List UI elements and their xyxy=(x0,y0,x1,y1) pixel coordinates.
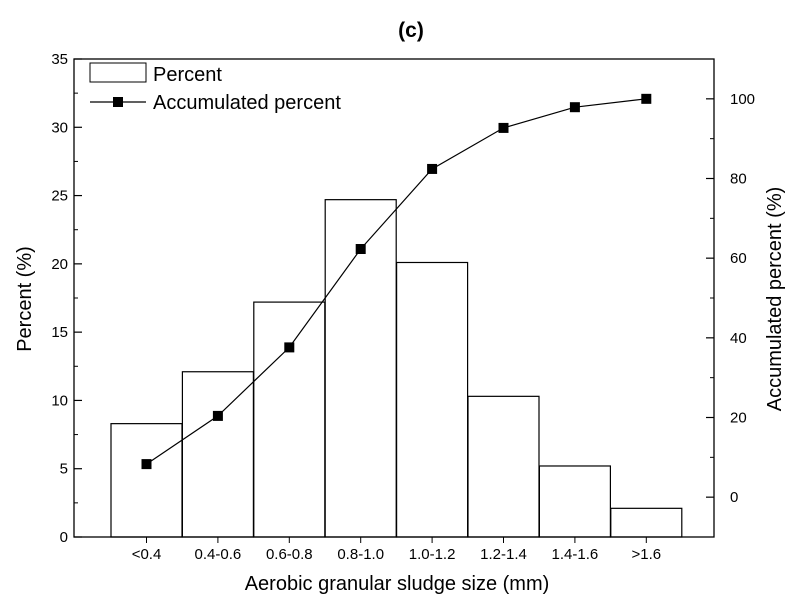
x-tick-label-7: >1.6 xyxy=(631,546,661,563)
bar-0 xyxy=(110,423,183,538)
y-axis-label: Percent (%) xyxy=(14,246,36,352)
x-tick-label-4: 1.0-1.2 xyxy=(409,546,456,563)
x-tick-label-2: 0.6-0.8 xyxy=(266,546,313,563)
accumulated-line-layer xyxy=(141,93,652,470)
y-tick-label-5: 5 xyxy=(60,461,68,478)
legend-percent-label: Percent xyxy=(153,64,222,86)
chart-title: (c) xyxy=(398,19,424,42)
y2-axis-label: Accumulated percent (%) xyxy=(764,187,786,412)
x-tick-label-3: 0.8-1.0 xyxy=(337,546,384,563)
y-tick-label-35: 35 xyxy=(51,51,68,68)
legend: Percent Accumulated percent xyxy=(89,62,341,114)
x-tick-label-6: 1.4-1.6 xyxy=(552,546,599,563)
y2-tick-label-60: 60 xyxy=(730,250,747,267)
accumulated-point-2 xyxy=(284,342,295,353)
accumulated-point-3 xyxy=(355,244,366,255)
y2-tick-label-20: 20 xyxy=(730,410,747,427)
x-axis-label: Aerobic granular sludge size (mm) xyxy=(245,573,550,595)
y2-tick-label-0: 0 xyxy=(730,489,738,506)
right-axis: 0 20 40 60 80 100 xyxy=(706,58,755,538)
legend-accumulated-marker xyxy=(113,97,123,107)
bar-6 xyxy=(538,465,612,538)
y2-tick-label-80: 80 xyxy=(730,171,747,188)
accumulated-point-1 xyxy=(212,410,223,421)
bar-7 xyxy=(610,507,683,538)
x-axis: <0.4 0.4-0.6 0.6-0.8 0.8-1.0 1.0-1.2 1.2-1.4 1… xyxy=(132,537,661,563)
y2-tick-label-100: 100 xyxy=(730,91,755,108)
legend-accumulated-label: Accumulated percent xyxy=(153,92,341,114)
y-tick-label-15: 15 xyxy=(51,324,68,341)
accumulated-point-6 xyxy=(569,102,580,113)
accumulated-point-4 xyxy=(427,163,438,174)
y-tick-label-30: 30 xyxy=(51,119,68,136)
bar-1 xyxy=(181,371,254,538)
y-tick-label-25: 25 xyxy=(51,188,68,205)
bar-4 xyxy=(396,261,469,538)
y2-tick-label-40: 40 xyxy=(730,330,747,347)
x-tick-label-1: 0.4-0.6 xyxy=(195,546,242,563)
bars-layer xyxy=(110,199,683,538)
y-tick-label-0: 0 xyxy=(60,529,68,546)
y-tick-label-10: 10 xyxy=(51,392,68,409)
y-tick-label-20: 20 xyxy=(51,256,68,273)
legend-percent-swatch xyxy=(89,62,147,83)
accumulated-point-5 xyxy=(498,122,509,133)
left-axis: 0 5 10 15 20 25 30 35 xyxy=(51,51,82,546)
accumulated-point-0 xyxy=(141,459,152,470)
accumulated-line xyxy=(146,98,647,465)
x-tick-label-0: <0.4 xyxy=(132,546,162,563)
bar-2 xyxy=(253,301,326,538)
accumulated-point-7 xyxy=(641,93,652,104)
bar-5 xyxy=(467,395,540,538)
bar-3 xyxy=(324,199,397,538)
x-tick-label-5: 1.2-1.4 xyxy=(480,546,527,563)
